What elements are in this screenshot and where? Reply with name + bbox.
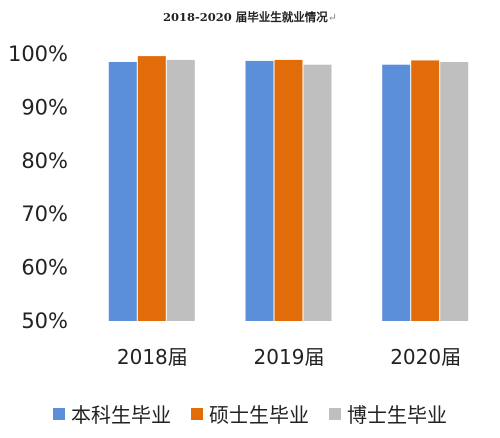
y-tick-label: 100% [8,42,68,66]
bar-0-2 [166,59,195,322]
bar-1-1 [274,59,303,322]
legend-item: 博士生毕业 [329,399,447,428]
bar-1-0 [245,60,274,322]
chart-title-text: 2018-2020 届毕业生就业情况 [162,10,328,24]
x-axis: 2018届 2019届 2020届 [117,345,461,369]
x-category-label: 2019届 [254,345,325,369]
bar-0-1 [137,56,166,321]
legend-swatch [53,407,65,420]
bar-0-0 [108,62,137,321]
legend-swatch [329,407,341,420]
x-category-label: 2020届 [390,345,461,369]
legend: 本科生毕业 硕士生毕业 博士生毕业 [0,399,500,428]
legend-item: 硕士生毕业 [191,399,309,428]
x-category-label: 2018届 [117,345,188,369]
y-axis: 50% 60% 70% 80% 90% 100% [8,42,68,333]
y-tick-label: 80% [21,149,68,173]
legend-swatch [191,407,203,420]
bar-chart: 50% 60% 70% 80% 90% 100% 2018届 2019届 2020届 [8,42,469,369]
bar-2-1 [411,60,440,322]
legend-label: 本科生毕业 [71,403,171,427]
bar-2-0 [382,64,411,321]
y-tick-label: 50% [21,309,68,333]
y-tick-label: 60% [21,256,68,280]
chart-title: 2018-2020 届毕业生就业情况↵ [0,9,500,25]
bar-2-2 [440,62,469,321]
bars [108,56,469,322]
y-tick-label: 70% [21,202,68,226]
legend-label: 博士生毕业 [347,403,447,427]
y-tick-label: 90% [21,95,68,119]
bar-1-2 [303,64,332,321]
legend-item: 本科生毕业 [53,399,171,428]
legend-label: 硕士生毕业 [209,403,309,427]
paragraph-mark-icon: ↵ [327,11,337,24]
